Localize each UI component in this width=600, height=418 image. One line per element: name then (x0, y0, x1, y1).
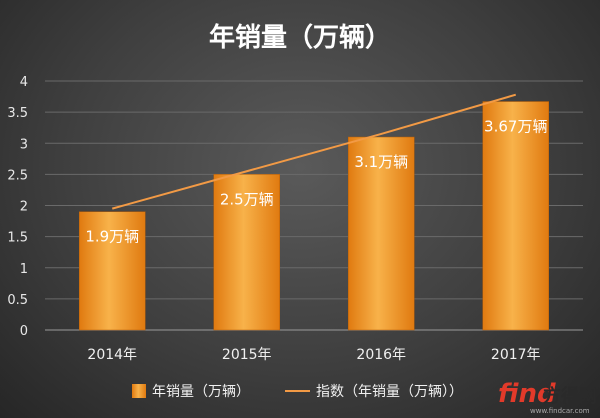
x-tick-label: 2017年 (491, 347, 541, 363)
y-tick-label: 3 (20, 137, 28, 152)
bar (213, 174, 280, 331)
legend-label-line: 指数（年销量（万辆）） (316, 384, 463, 400)
y-tick-label: 1 (20, 262, 28, 277)
bar (79, 211, 146, 331)
legend: 年销量（万辆） 指数（年销量（万辆）） (132, 384, 463, 400)
y-tick-label: 2 (20, 200, 28, 215)
watermark: find 方得网 www.findcar.com (498, 379, 597, 415)
bar (348, 136, 415, 331)
y-tick-label: 4 (20, 75, 28, 90)
x-tick-label: 2015年 (222, 347, 272, 363)
bar (482, 101, 549, 331)
legend-swatch-bar (132, 384, 146, 398)
data-label: 1.9万辆 (85, 228, 139, 246)
data-label: 3.67万辆 (484, 118, 547, 136)
x-tick-label: 2014年 (87, 347, 137, 363)
y-tick-label: 0 (20, 324, 28, 339)
y-tick-label: 3.5 (7, 106, 28, 121)
watermark-site: www.findcar.com (530, 407, 590, 415)
data-label: 2.5万辆 (220, 190, 274, 208)
watermark-brand: find (498, 379, 556, 409)
y-tick-label: 0.5 (7, 293, 28, 308)
watermark-brand-cn: 方得网 (543, 385, 597, 407)
legend-label-bar: 年销量（万辆） (152, 384, 250, 400)
x-tick-label: 2016年 (356, 347, 406, 363)
y-tick-label: 2.5 (7, 168, 28, 183)
y-tick-label: 1.5 (7, 231, 28, 246)
chart-title: 年销量（万辆） (209, 22, 391, 53)
data-label: 3.1万辆 (354, 153, 408, 171)
trend-line (111, 93, 517, 210)
